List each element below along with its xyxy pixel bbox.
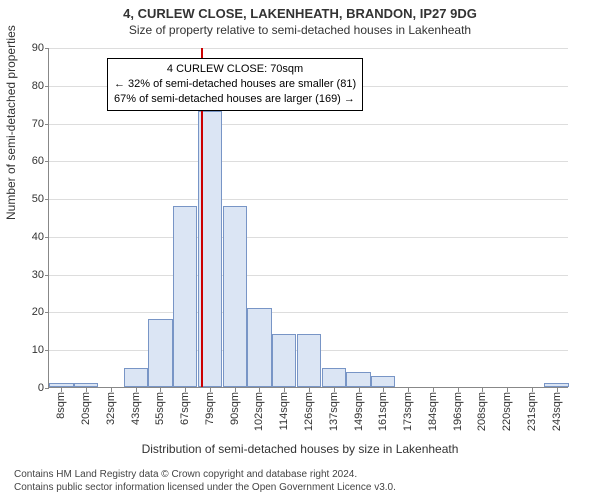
x-tick-label: 243sqm (551, 392, 563, 431)
footer-attribution: Contains HM Land Registry data © Crown c… (14, 469, 396, 494)
y-tick-mark (45, 48, 49, 49)
histogram-bar (223, 206, 247, 387)
x-tick-label: 137sqm (328, 392, 340, 431)
y-tick-mark (45, 237, 49, 238)
histogram-bar (148, 319, 172, 387)
gridline (49, 48, 568, 49)
gridline (49, 237, 568, 238)
gridline (49, 312, 568, 313)
footer-line-2: Contains public sector information licen… (14, 482, 396, 495)
x-tick-label: 90sqm (229, 392, 241, 425)
x-tick-label: 184sqm (427, 392, 439, 431)
histogram-bar (74, 383, 98, 387)
histogram-bar (247, 308, 271, 387)
footer-line-1: Contains HM Land Registry data © Crown c… (14, 469, 396, 482)
histogram-bar (124, 368, 148, 387)
x-tick-label: 114sqm (278, 392, 290, 430)
y-tick-mark (45, 161, 49, 162)
y-tick-mark (45, 124, 49, 125)
y-tick-label: 70 (16, 118, 44, 130)
x-tick-label: 67sqm (179, 392, 191, 425)
x-tick-label: 8sqm (55, 392, 67, 419)
x-tick-label: 20sqm (80, 392, 92, 425)
histogram-bar (272, 334, 296, 387)
info-box-line: ← 32% of semi-detached houses are smalle… (114, 77, 356, 92)
y-tick-label: 60 (16, 155, 44, 167)
x-tick-label: 231sqm (526, 392, 538, 431)
chart-area: 8sqm20sqm32sqm43sqm55sqm67sqm79sqm90sqm1… (48, 48, 568, 388)
x-axis-label: Distribution of semi-detached houses by … (0, 442, 600, 456)
y-tick-label: 90 (16, 42, 44, 54)
x-tick-label: 55sqm (154, 392, 166, 425)
info-box-line: 67% of semi-detached houses are larger (… (114, 92, 356, 107)
y-tick-mark (45, 350, 49, 351)
histogram-bar (544, 383, 568, 387)
y-tick-label: 50 (16, 193, 44, 205)
x-tick-label: 196sqm (452, 392, 464, 431)
histogram-bar (346, 372, 370, 387)
y-tick-label: 30 (16, 269, 44, 281)
y-tick-label: 80 (16, 80, 44, 92)
info-box-line: 4 CURLEW CLOSE: 70sqm (114, 62, 356, 77)
y-tick-mark (45, 199, 49, 200)
histogram-bar (173, 206, 197, 387)
y-tick-mark (45, 275, 49, 276)
plot-area: 8sqm20sqm32sqm43sqm55sqm67sqm79sqm90sqm1… (48, 48, 568, 388)
chart-title-main: 4, CURLEW CLOSE, LAKENHEATH, BRANDON, IP… (0, 6, 600, 21)
x-tick-label: 208sqm (476, 392, 488, 431)
x-tick-label: 43sqm (130, 392, 142, 425)
gridline (49, 199, 568, 200)
x-tick-label: 173sqm (402, 392, 414, 431)
histogram-bar (297, 334, 321, 387)
y-tick-mark (45, 312, 49, 313)
y-tick-label: 20 (16, 306, 44, 318)
x-tick-label: 126sqm (303, 392, 315, 431)
x-tick-label: 102sqm (253, 392, 265, 431)
y-tick-label: 40 (16, 231, 44, 243)
gridline (49, 275, 568, 276)
gridline (49, 124, 568, 125)
x-tick-label: 161sqm (377, 392, 389, 431)
x-tick-label: 79sqm (204, 392, 216, 425)
y-tick-mark (45, 388, 49, 389)
histogram-bar (322, 368, 346, 387)
gridline (49, 161, 568, 162)
y-tick-label: 10 (16, 344, 44, 356)
histogram-bar (49, 383, 73, 387)
chart-title-sub: Size of property relative to semi-detach… (0, 23, 600, 37)
info-box: 4 CURLEW CLOSE: 70sqm← 32% of semi-detac… (107, 58, 363, 111)
histogram-bar (371, 376, 395, 387)
x-tick-label: 149sqm (353, 392, 365, 431)
y-tick-label: 0 (16, 382, 44, 394)
x-tick-label: 220sqm (501, 392, 513, 431)
y-tick-mark (45, 86, 49, 87)
x-tick-label: 32sqm (105, 392, 117, 425)
